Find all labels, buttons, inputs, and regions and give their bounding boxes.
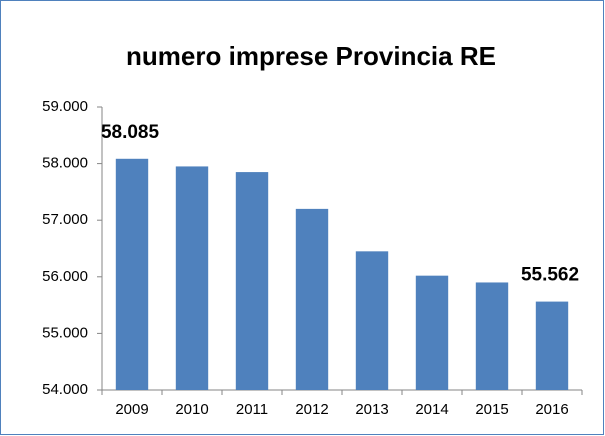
x-tick-label: 2010	[175, 401, 208, 418]
data-label: 55.562	[521, 265, 579, 286]
y-tick-label: 54.000	[42, 381, 88, 398]
bar	[475, 282, 509, 390]
bar	[115, 158, 149, 390]
x-tick-label: 2013	[355, 401, 388, 418]
bar	[415, 275, 449, 390]
data-label: 58.085	[101, 122, 160, 143]
y-tick-label: 59.000	[42, 98, 88, 115]
bar	[295, 208, 329, 390]
bar	[355, 251, 389, 390]
y-tick-label: 57.000	[42, 211, 88, 228]
bar	[175, 166, 209, 390]
y-tick-label: 56.000	[42, 268, 88, 285]
bar	[235, 172, 269, 390]
x-tick-label: 2012	[295, 401, 328, 418]
x-tick-label: 2011	[236, 401, 268, 418]
x-tick-label: 2009	[115, 401, 148, 418]
x-tick-label: 2014	[415, 401, 448, 418]
chart-title: numero imprese Provincia RE	[126, 41, 496, 71]
x-tick-label: 2015	[475, 401, 508, 418]
bar	[535, 301, 569, 390]
y-tick-label: 55.000	[42, 324, 88, 341]
y-tick-label: 58.000	[42, 155, 88, 172]
x-tick-label: 2016	[535, 401, 568, 418]
